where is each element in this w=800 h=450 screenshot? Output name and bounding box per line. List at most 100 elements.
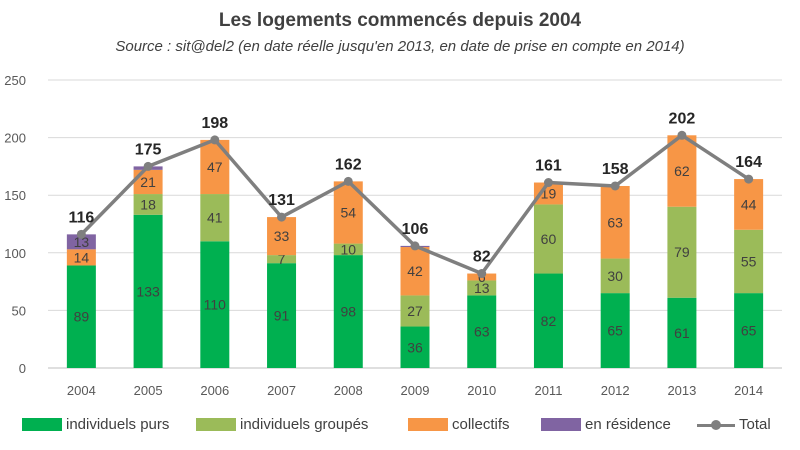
- y-tick-label: 150: [4, 188, 26, 203]
- legend-swatch-individuels-groupes: [196, 418, 236, 431]
- total-label: 106: [402, 221, 429, 238]
- legend-item-individuels-purs: individuels purs: [22, 416, 169, 433]
- total-point: [410, 241, 420, 251]
- total-point: [543, 178, 553, 188]
- bar-individuels-purs: [667, 297, 697, 368]
- bar-individuels-groupes: [200, 194, 230, 242]
- legend-item-total: Total: [697, 416, 771, 433]
- data-label-individuels-purs: 110: [204, 297, 227, 313]
- x-tick-label: 2010: [467, 383, 496, 398]
- legend-label-total: Total: [739, 416, 771, 433]
- total-point: [343, 176, 353, 186]
- y-tick-label: 200: [4, 131, 26, 146]
- legend-label-collectifs: collectifs: [452, 416, 510, 433]
- bar-individuels-groupes: [333, 243, 363, 256]
- bar-collectifs: [66, 249, 96, 266]
- data-label-individuels-purs: 98: [340, 304, 356, 320]
- bar-individuels-purs: [133, 214, 163, 368]
- data-label-individuels-groupes: 55: [741, 253, 757, 269]
- total-label: 82: [473, 249, 491, 266]
- total-point: [143, 161, 153, 171]
- data-label-individuels-groupes: 60: [541, 231, 557, 247]
- total-label: 175: [135, 141, 162, 158]
- total-point: [677, 130, 687, 140]
- total-label: 202: [669, 110, 696, 127]
- data-label-collectifs: 54: [340, 204, 356, 220]
- bar-individuels-groupes: [533, 204, 563, 274]
- data-label-en-residence: 13: [74, 234, 90, 250]
- total-label: 162: [335, 156, 362, 173]
- bar-individuels-purs: [400, 326, 430, 368]
- total-label: 161: [535, 158, 562, 175]
- x-tick-label: 2004: [67, 383, 96, 398]
- data-label-individuels-purs: 89: [74, 309, 90, 325]
- legend-swatch-en-residence: [541, 418, 581, 431]
- data-label-individuels-purs: 82: [541, 313, 557, 329]
- legend-item-en-residence: en résidence: [541, 416, 671, 433]
- bar-collectifs: [533, 182, 563, 205]
- legend-label-individuels-groupes: individuels groupés: [240, 416, 369, 433]
- chart-title: Les logements commencés depuis 2004: [218, 10, 582, 31]
- legend-item-collectifs: collectifs: [408, 416, 510, 433]
- bar-collectifs: [734, 179, 764, 230]
- bar-individuels-purs: [467, 295, 497, 368]
- data-label-individuels-purs: 133: [136, 283, 160, 299]
- total-point: [76, 229, 86, 239]
- bar-individuels-groupes: [467, 280, 497, 296]
- y-tick-label: 250: [4, 73, 26, 88]
- bar-individuels-purs: [734, 293, 764, 368]
- bar-individuels-purs: [333, 255, 363, 368]
- data-label-individuels-groupes: 41: [207, 210, 223, 226]
- legend-swatch-collectifs: [408, 418, 448, 431]
- x-tick-label: 2005: [134, 383, 163, 398]
- y-tick-label: 50: [12, 303, 26, 318]
- x-tick-label: 2008: [334, 383, 363, 398]
- bar-collectifs: [600, 185, 630, 259]
- legend-item-individuels-groupes: individuels groupés: [196, 416, 368, 433]
- y-tick-label: 100: [4, 246, 26, 261]
- data-label-individuels-groupes: 13: [474, 280, 490, 296]
- legend-label-en-residence: en résidence: [585, 416, 671, 433]
- bar-collectifs: [667, 135, 697, 207]
- bar-individuels-purs: [600, 293, 630, 368]
- chart-subtitle: Source : sit@del2 (en date réelle jusqu'…: [115, 38, 685, 55]
- data-label-collectifs: 47: [207, 159, 223, 175]
- total-point: [610, 181, 620, 191]
- bar-individuels-groupes: [600, 258, 630, 294]
- bar-individuels-groupes: [400, 295, 430, 327]
- data-label-individuels-groupes: 10: [340, 241, 356, 257]
- x-tick-label: 2012: [601, 383, 630, 398]
- bar-collectifs: [267, 217, 297, 256]
- data-label-collectifs: 33: [274, 228, 290, 244]
- total-point: [277, 212, 287, 222]
- bar-individuels-groupes: [133, 194, 163, 215]
- bar-individuels-purs: [200, 241, 230, 368]
- data-label-individuels-purs: 65: [741, 323, 757, 339]
- bar-individuels-purs: [66, 265, 96, 368]
- data-label-collectifs: 44: [741, 196, 757, 212]
- legend-label-individuels-purs: individuels purs: [66, 416, 170, 433]
- total-label: 164: [735, 154, 762, 171]
- legend: individuels purs individuels groupés col…: [0, 416, 800, 442]
- total-label: 131: [268, 192, 295, 209]
- x-tick-label: 2007: [267, 383, 296, 398]
- total-point: [744, 174, 754, 184]
- data-label-individuels-groupes: 18: [140, 196, 156, 212]
- data-label-individuels-groupes: 7: [278, 251, 286, 267]
- bar-individuels-groupes: [267, 255, 297, 264]
- bar-en-residence: [66, 234, 96, 250]
- data-label-individuels-purs: 61: [674, 325, 690, 341]
- data-label-collectifs: 63: [607, 214, 623, 230]
- data-label-individuels-purs: 91: [274, 308, 290, 324]
- legend-swatch-individuels-purs: [22, 418, 62, 431]
- data-label-individuels-groupes: 27: [407, 303, 423, 319]
- data-label-collectifs: 42: [407, 263, 423, 279]
- bar-individuels-groupes: [734, 229, 764, 294]
- data-label-collectifs: 14: [74, 249, 90, 265]
- data-label-individuels-groupes: 79: [674, 244, 690, 260]
- legend-line-total: [697, 418, 735, 432]
- data-label-individuels-groupes: 30: [607, 268, 623, 284]
- bar-individuels-purs: [533, 273, 563, 368]
